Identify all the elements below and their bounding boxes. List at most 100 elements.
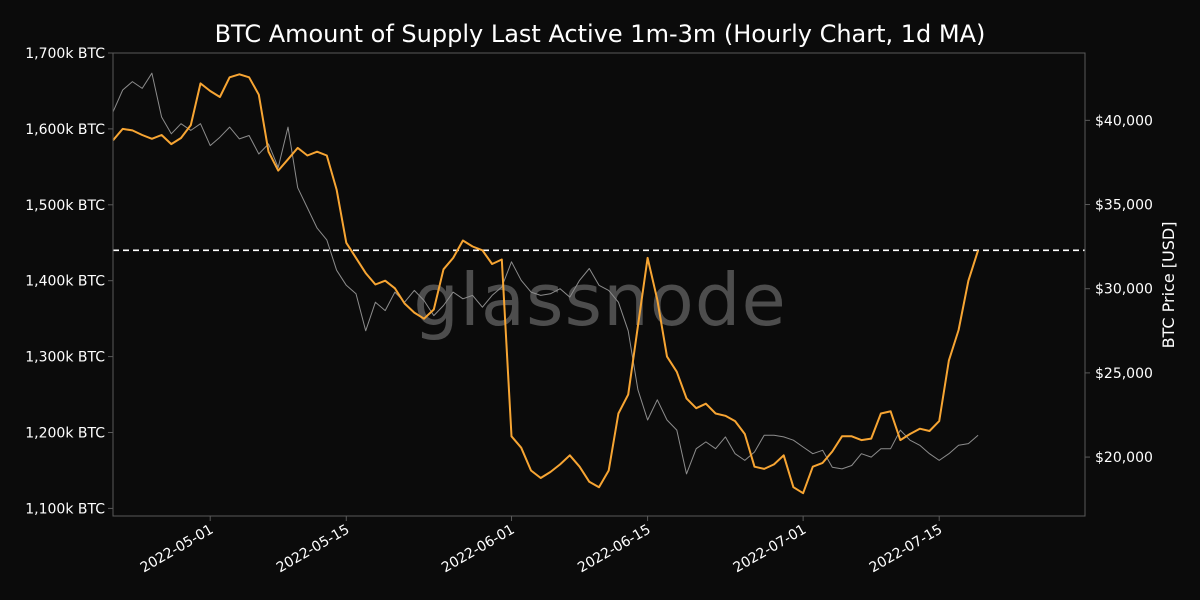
supply-point (462, 239, 464, 241)
price-point (540, 294, 542, 296)
watermark-logo: glassnode (413, 258, 787, 342)
price-point (627, 330, 629, 332)
price-point (190, 129, 192, 131)
price-point (569, 296, 571, 298)
price-point (345, 284, 347, 286)
supply-point (170, 143, 172, 145)
supply-point (782, 454, 784, 456)
price-point (491, 294, 493, 296)
price-point (831, 466, 833, 468)
supply-point (773, 463, 775, 465)
supply-point (821, 462, 823, 464)
price-point (754, 451, 756, 453)
price-point (141, 87, 143, 89)
price-point (180, 123, 182, 125)
supply-point (724, 415, 726, 417)
price-point (773, 434, 775, 436)
supply-point (831, 450, 833, 452)
price-point (870, 456, 872, 458)
supply-point (880, 412, 882, 414)
price-point (336, 269, 338, 271)
supply-point (491, 263, 493, 265)
right-y-axis: $20,000 $25,000 $30,000 $35,000 $40,000 (1085, 113, 1153, 466)
right-tick-label: $35,000 (1095, 198, 1153, 214)
supply-point (530, 469, 532, 471)
supply-point (617, 412, 619, 414)
supply-point (326, 154, 328, 156)
price-point (258, 153, 260, 155)
supply-point (734, 420, 736, 422)
price-point (938, 459, 940, 461)
price-point (841, 468, 843, 470)
price-point (579, 279, 581, 281)
supply-point (666, 355, 668, 357)
price-point (715, 448, 717, 450)
supply-point (656, 298, 658, 300)
supply-point (180, 137, 182, 139)
supply-point (160, 134, 162, 136)
price-point (617, 301, 619, 303)
supply-point (141, 134, 143, 136)
right-tick-label: $40,000 (1095, 113, 1153, 129)
supply-point (569, 454, 571, 456)
left-tick-label: 1,500k BTC (25, 198, 105, 214)
supply-point (501, 258, 503, 260)
supply-point (277, 169, 279, 171)
price-point (958, 444, 960, 446)
supply-point (520, 446, 522, 448)
price-point (462, 298, 464, 300)
price-point (792, 439, 794, 441)
price-point (209, 145, 211, 147)
left-tick-label: 1,300k BTC (25, 350, 105, 366)
supply-point (423, 317, 425, 319)
supply-point (695, 407, 697, 409)
price-point (219, 136, 221, 138)
supply-point (637, 325, 639, 327)
price-point (744, 459, 746, 461)
supply-point (316, 150, 318, 152)
price-point (511, 261, 513, 263)
supply-point (413, 311, 415, 313)
supply-point (209, 90, 211, 92)
chart-title: BTC Amount of Supply Last Active 1m-3m (… (215, 20, 986, 48)
price-point (977, 434, 979, 436)
price-point (170, 133, 172, 135)
supply-point (578, 465, 580, 467)
price-point (248, 134, 250, 136)
price-point (520, 279, 522, 281)
price-point (501, 286, 503, 288)
supply-point (967, 280, 969, 282)
price-point (598, 284, 600, 286)
left-tick-label: 1,100k BTC (25, 501, 105, 517)
price-point (151, 72, 153, 74)
supply-point (860, 439, 862, 441)
supply-point (122, 128, 124, 130)
price-point (122, 89, 124, 91)
price-point (899, 429, 901, 431)
supply-point (355, 257, 357, 259)
price-point (238, 138, 240, 140)
price-point (442, 305, 444, 307)
supply-point (131, 129, 133, 131)
price-point (676, 429, 678, 431)
right-tick-label: $25,000 (1095, 366, 1153, 382)
price-point (481, 306, 483, 308)
supply-point (452, 257, 454, 259)
price-point (423, 299, 425, 301)
supply-point (510, 435, 512, 437)
left-tick-label: 1,200k BTC (25, 426, 105, 442)
price-point (549, 293, 551, 295)
price-point (161, 116, 163, 118)
price-point (365, 330, 367, 332)
supply-point (870, 437, 872, 439)
price-point (374, 301, 376, 303)
supply-point (442, 268, 444, 270)
plot-area (112, 72, 1085, 495)
price-point (452, 291, 454, 293)
supply-point (228, 76, 230, 78)
price-point (306, 207, 308, 209)
price-point (637, 389, 639, 391)
left-y-axis: 1,100k BTC 1,200k BTC 1,300k BTC 1,400k BTC… (25, 46, 113, 517)
supply-point (948, 359, 950, 361)
